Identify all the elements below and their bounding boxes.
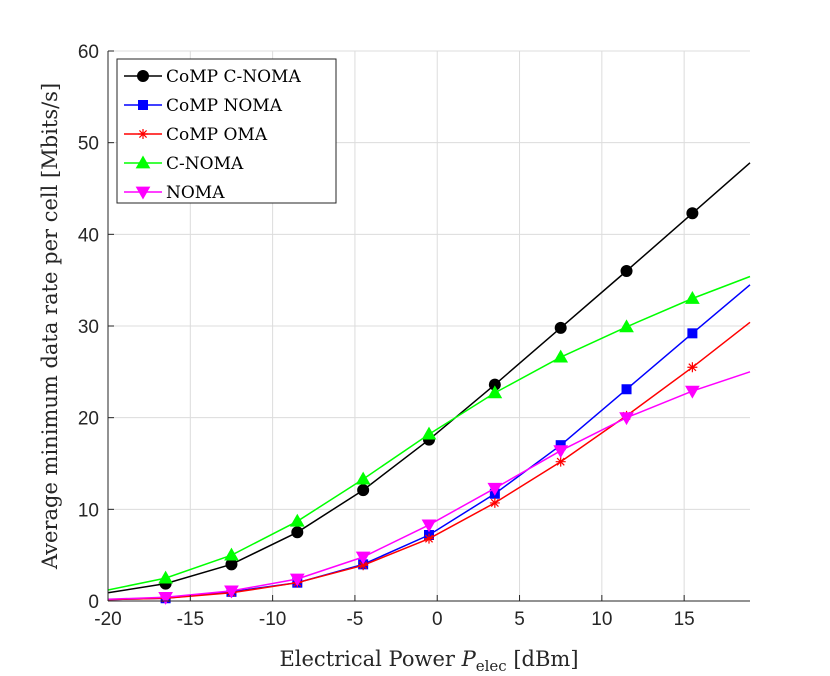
data-point: [621, 384, 632, 395]
data-point: [489, 497, 500, 508]
x-tick-label: 0: [432, 609, 443, 630]
y-tick-label: 60: [78, 42, 99, 63]
legend-entry: C-NOMA: [124, 154, 244, 174]
legend-marker: [138, 100, 148, 110]
series-layer: [107, 162, 751, 605]
data-point: [421, 426, 437, 440]
data-point: [289, 513, 305, 527]
legend-entry: CoMP NOMA: [124, 96, 283, 116]
data-point: [487, 385, 503, 399]
legend-entry: NOMA: [124, 183, 225, 203]
legend-box: [116, 58, 337, 204]
data-point: [291, 526, 304, 539]
y-tick-label: 0: [88, 592, 99, 613]
data-point: [685, 385, 700, 399]
legend-marker: [135, 155, 151, 169]
data-point: [224, 585, 239, 599]
x-tick-label: -20: [94, 609, 121, 630]
legend-label: CoMP NOMA: [166, 96, 283, 116]
x-tick-label: -15: [177, 609, 204, 630]
series-c-noma: [107, 275, 751, 591]
legend-marker: [135, 186, 151, 200]
data-point: [554, 321, 567, 334]
data-point: [355, 471, 371, 485]
x-axis-label-text: Electrical Power: [279, 647, 461, 671]
x-tick-label: 15: [674, 609, 695, 630]
data-point: [619, 319, 634, 333]
data-point: [687, 362, 698, 373]
tick-labels: -20 -15 -10 -5 0 5 10 15 0 10 20 30 40 50 60: [78, 42, 695, 630]
y-tick-label: 30: [78, 317, 99, 338]
data-point: [553, 349, 569, 363]
x-axis-label: Electrical Power Pelec [dBm]: [279, 647, 578, 675]
legend-marker: [137, 70, 149, 82]
data-point: [158, 591, 173, 605]
data-point: [424, 533, 434, 544]
data-point: [158, 570, 173, 584]
y-tick-label: 40: [78, 225, 99, 246]
data-point: [487, 482, 503, 496]
legend-entry: CoMP OMA: [124, 125, 268, 145]
legend-label: CoMP C-NOMA: [166, 67, 301, 87]
data-point: [224, 547, 239, 561]
series-noma: [107, 371, 751, 605]
y-tick-label: 10: [78, 500, 99, 521]
data-point: [619, 412, 634, 426]
legend: CoMP C-NOMA CoMP NOMA CoMP OMA C-NOMA NOMA: [116, 58, 337, 204]
x-tick-label: 5: [514, 609, 525, 630]
data-point: [687, 328, 698, 339]
x-axis-label-sub: elec: [476, 657, 507, 675]
x-tick-label: 10: [591, 609, 612, 630]
x-axis-label-unit: [dBm]: [507, 647, 579, 671]
y-tick-label: 50: [78, 134, 99, 155]
x-tick-label: -10: [259, 609, 286, 630]
data-point: [620, 265, 633, 277]
data-point: [357, 484, 370, 497]
x-axis-label-var: P: [461, 647, 477, 671]
data-point: [289, 573, 305, 587]
legend-label: C-NOMA: [166, 154, 244, 174]
legend-entry: CoMP C-NOMA: [124, 67, 301, 87]
data-point: [685, 290, 700, 304]
data-point: [686, 207, 699, 220]
data-point: [553, 445, 569, 459]
data-point: [355, 551, 371, 565]
data-point: [421, 519, 437, 533]
axes: [107, 50, 750, 602]
legend-marker: [138, 129, 148, 139]
legend-label: NOMA: [166, 183, 225, 203]
x-tick-label: -5: [346, 609, 363, 630]
data-point: [358, 560, 369, 571]
y-tick-label: 20: [78, 409, 99, 430]
legend-label: CoMP OMA: [166, 125, 268, 145]
y-axis-label: Average minimum data rate per cell [Mbit…: [38, 83, 62, 570]
data-point: [555, 456, 566, 467]
